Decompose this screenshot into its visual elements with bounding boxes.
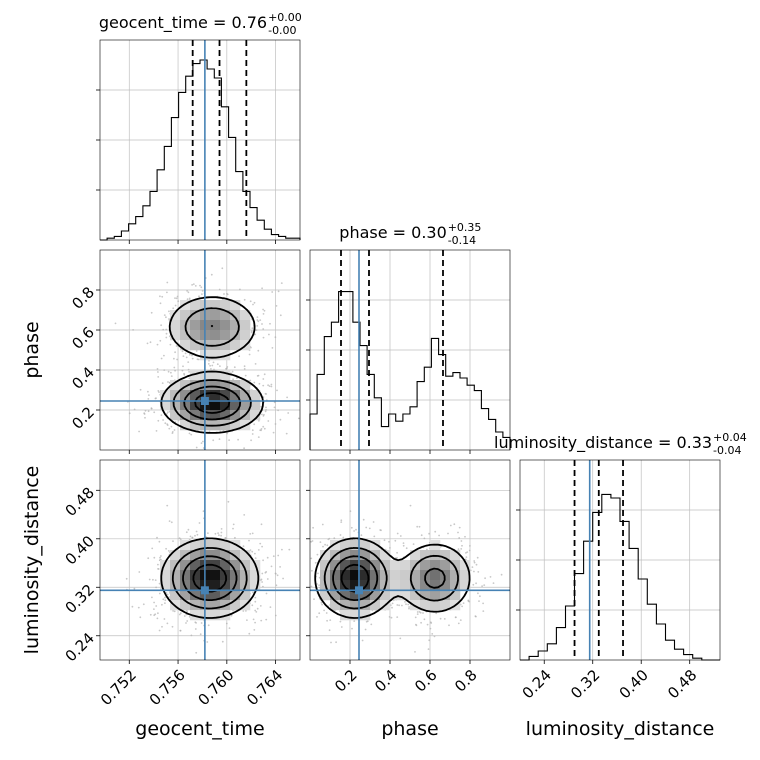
histogram-geocent_time xyxy=(100,59,301,241)
x-tick-label: 0.32 xyxy=(567,666,603,702)
x-tick-label: 0.760 xyxy=(194,666,237,709)
x-tick-label: 0.764 xyxy=(243,666,286,709)
panel-frame xyxy=(99,459,301,661)
panel-title-geocent_time: geocent_time = 0.76 +0.00-0.00 xyxy=(99,11,302,37)
x-tick-label: 0.6 xyxy=(411,666,441,696)
y-tick-label: 0.8 xyxy=(68,283,98,313)
y-tick-label: 0.48 xyxy=(62,484,98,520)
contour-line xyxy=(332,555,446,601)
y-axis-label-luminosity_distance: luminosity_distance xyxy=(21,466,43,655)
histogram-luminosity_distance xyxy=(520,493,720,661)
panel-title-luminosity_distance: luminosity_distance = 0.33 +0.04-0.04 xyxy=(494,431,747,457)
contour-line xyxy=(160,537,260,619)
panel-hist-geocent_time: geocent_time = 0.76 +0.00-0.00 xyxy=(96,11,302,244)
y-tick-label: 0.24 xyxy=(62,629,98,665)
contours xyxy=(160,537,260,619)
panel-title-phase: phase = 0.30 +0.35-0.14 xyxy=(339,221,481,247)
x-axis-label-geocent_time: geocent_time xyxy=(135,718,264,740)
title-plus: +0.35 xyxy=(448,221,482,234)
title-plus: +0.04 xyxy=(713,431,747,444)
panel-hist-luminosity_distance: luminosity_distance = 0.33 +0.04-0.04 xyxy=(494,431,747,664)
contours xyxy=(314,537,471,619)
y-tick-label: 0.32 xyxy=(62,581,98,617)
contour-line xyxy=(172,307,252,427)
x-tick-label: 0.756 xyxy=(146,666,189,709)
contour-line xyxy=(182,555,238,601)
x-tick-label: 0.752 xyxy=(97,666,140,709)
title-main: geocent_time = 0.76 xyxy=(99,13,267,33)
panel-frame xyxy=(99,249,301,451)
contour-line xyxy=(192,563,227,593)
panel-luminosity_distance-vs-geocent_time xyxy=(96,459,301,664)
x-axis-label-luminosity_distance: luminosity_distance xyxy=(526,718,715,740)
panel-frame xyxy=(309,459,511,661)
x-tick-label: 0.40 xyxy=(616,666,652,702)
histogram-phase xyxy=(309,291,511,450)
y-tick-label: 0.40 xyxy=(62,532,98,568)
truth-marker xyxy=(355,586,363,595)
contour-line xyxy=(160,296,264,434)
panel-phase-vs-geocent_time xyxy=(96,249,301,454)
truth-marker xyxy=(200,586,209,595)
y-tick-label: 0.2 xyxy=(68,403,98,433)
title-minus: -0.00 xyxy=(268,24,296,37)
x-tick-label: 0.4 xyxy=(371,666,401,696)
x-tick-label: 0.48 xyxy=(664,666,700,702)
panel-hist-phase: phase = 0.30 +0.35-0.14 xyxy=(306,221,511,454)
title-plus: +0.00 xyxy=(268,11,302,24)
x-tick-label: 0.8 xyxy=(451,666,481,696)
title-minus: -0.04 xyxy=(713,444,741,457)
x-tick-label: 0.24 xyxy=(519,666,555,702)
panel-luminosity_distance-vs-phase xyxy=(306,459,511,664)
y-tick-label: 0.6 xyxy=(68,323,98,353)
title-main: luminosity_distance = 0.33 xyxy=(494,433,712,453)
x-tick-label: 0.2 xyxy=(331,666,361,696)
title-minus: -0.14 xyxy=(448,234,476,247)
contour-line xyxy=(323,547,459,610)
title-main: phase = 0.30 xyxy=(339,223,446,242)
truth-marker xyxy=(200,397,209,405)
y-axis-label-phase: phase xyxy=(21,321,43,378)
x-axis-label-phase: phase xyxy=(381,718,438,740)
contour-line xyxy=(183,325,242,421)
y-tick-label: 0.4 xyxy=(68,363,98,393)
